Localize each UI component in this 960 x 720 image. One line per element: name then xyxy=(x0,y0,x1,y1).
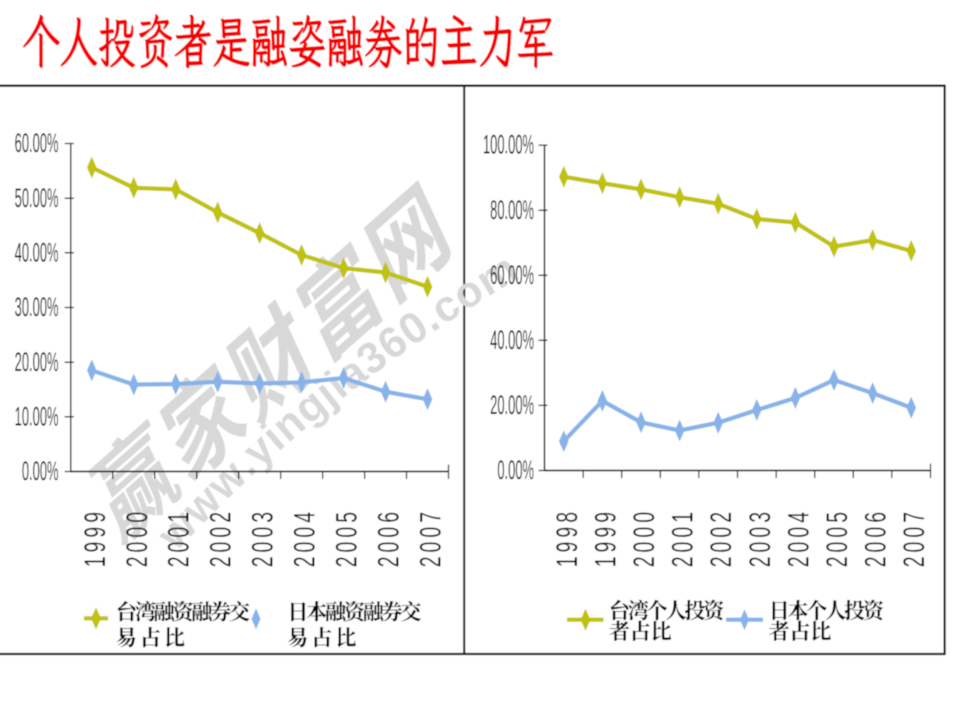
svg-text:2000: 2000 xyxy=(122,508,154,567)
svg-text:2004: 2004 xyxy=(290,508,322,567)
svg-text:2001: 2001 xyxy=(164,508,196,567)
svg-text:60.00%: 60.00% xyxy=(15,129,59,158)
svg-text:1999: 1999 xyxy=(80,508,112,567)
svg-text:0.00%: 0.00% xyxy=(22,457,59,486)
svg-text:20.00%: 20.00% xyxy=(490,391,534,420)
svg-text:2005: 2005 xyxy=(332,508,364,567)
svg-text:10.00%: 10.00% xyxy=(15,403,59,432)
svg-text:40.00%: 40.00% xyxy=(490,326,534,355)
svg-text:2006: 2006 xyxy=(861,508,893,567)
svg-text:30.00%: 30.00% xyxy=(15,293,59,322)
svg-text:50.00%: 50.00% xyxy=(15,184,59,213)
svg-text:60.00%: 60.00% xyxy=(490,261,534,290)
svg-text:2005: 2005 xyxy=(822,508,854,567)
svg-text:2007: 2007 xyxy=(416,508,448,567)
svg-text:2004: 2004 xyxy=(784,508,816,567)
svg-text:80.00%: 80.00% xyxy=(490,196,534,225)
svg-text:2002: 2002 xyxy=(706,508,738,567)
svg-text:2003: 2003 xyxy=(745,508,777,567)
svg-text:2000: 2000 xyxy=(629,508,661,567)
svg-text:2002: 2002 xyxy=(206,508,238,567)
svg-text:1998: 1998 xyxy=(552,508,584,567)
svg-text:2007: 2007 xyxy=(899,508,931,567)
svg-text:2006: 2006 xyxy=(374,508,406,567)
svg-text:20.00%: 20.00% xyxy=(15,348,59,377)
svg-text:100.00%: 100.00% xyxy=(483,131,534,160)
svg-text:2003: 2003 xyxy=(248,508,280,567)
svg-text:40.00%: 40.00% xyxy=(15,239,59,268)
svg-text:1999: 1999 xyxy=(591,508,623,567)
svg-text:0.00%: 0.00% xyxy=(497,456,534,485)
svg-text:2001: 2001 xyxy=(668,508,700,567)
